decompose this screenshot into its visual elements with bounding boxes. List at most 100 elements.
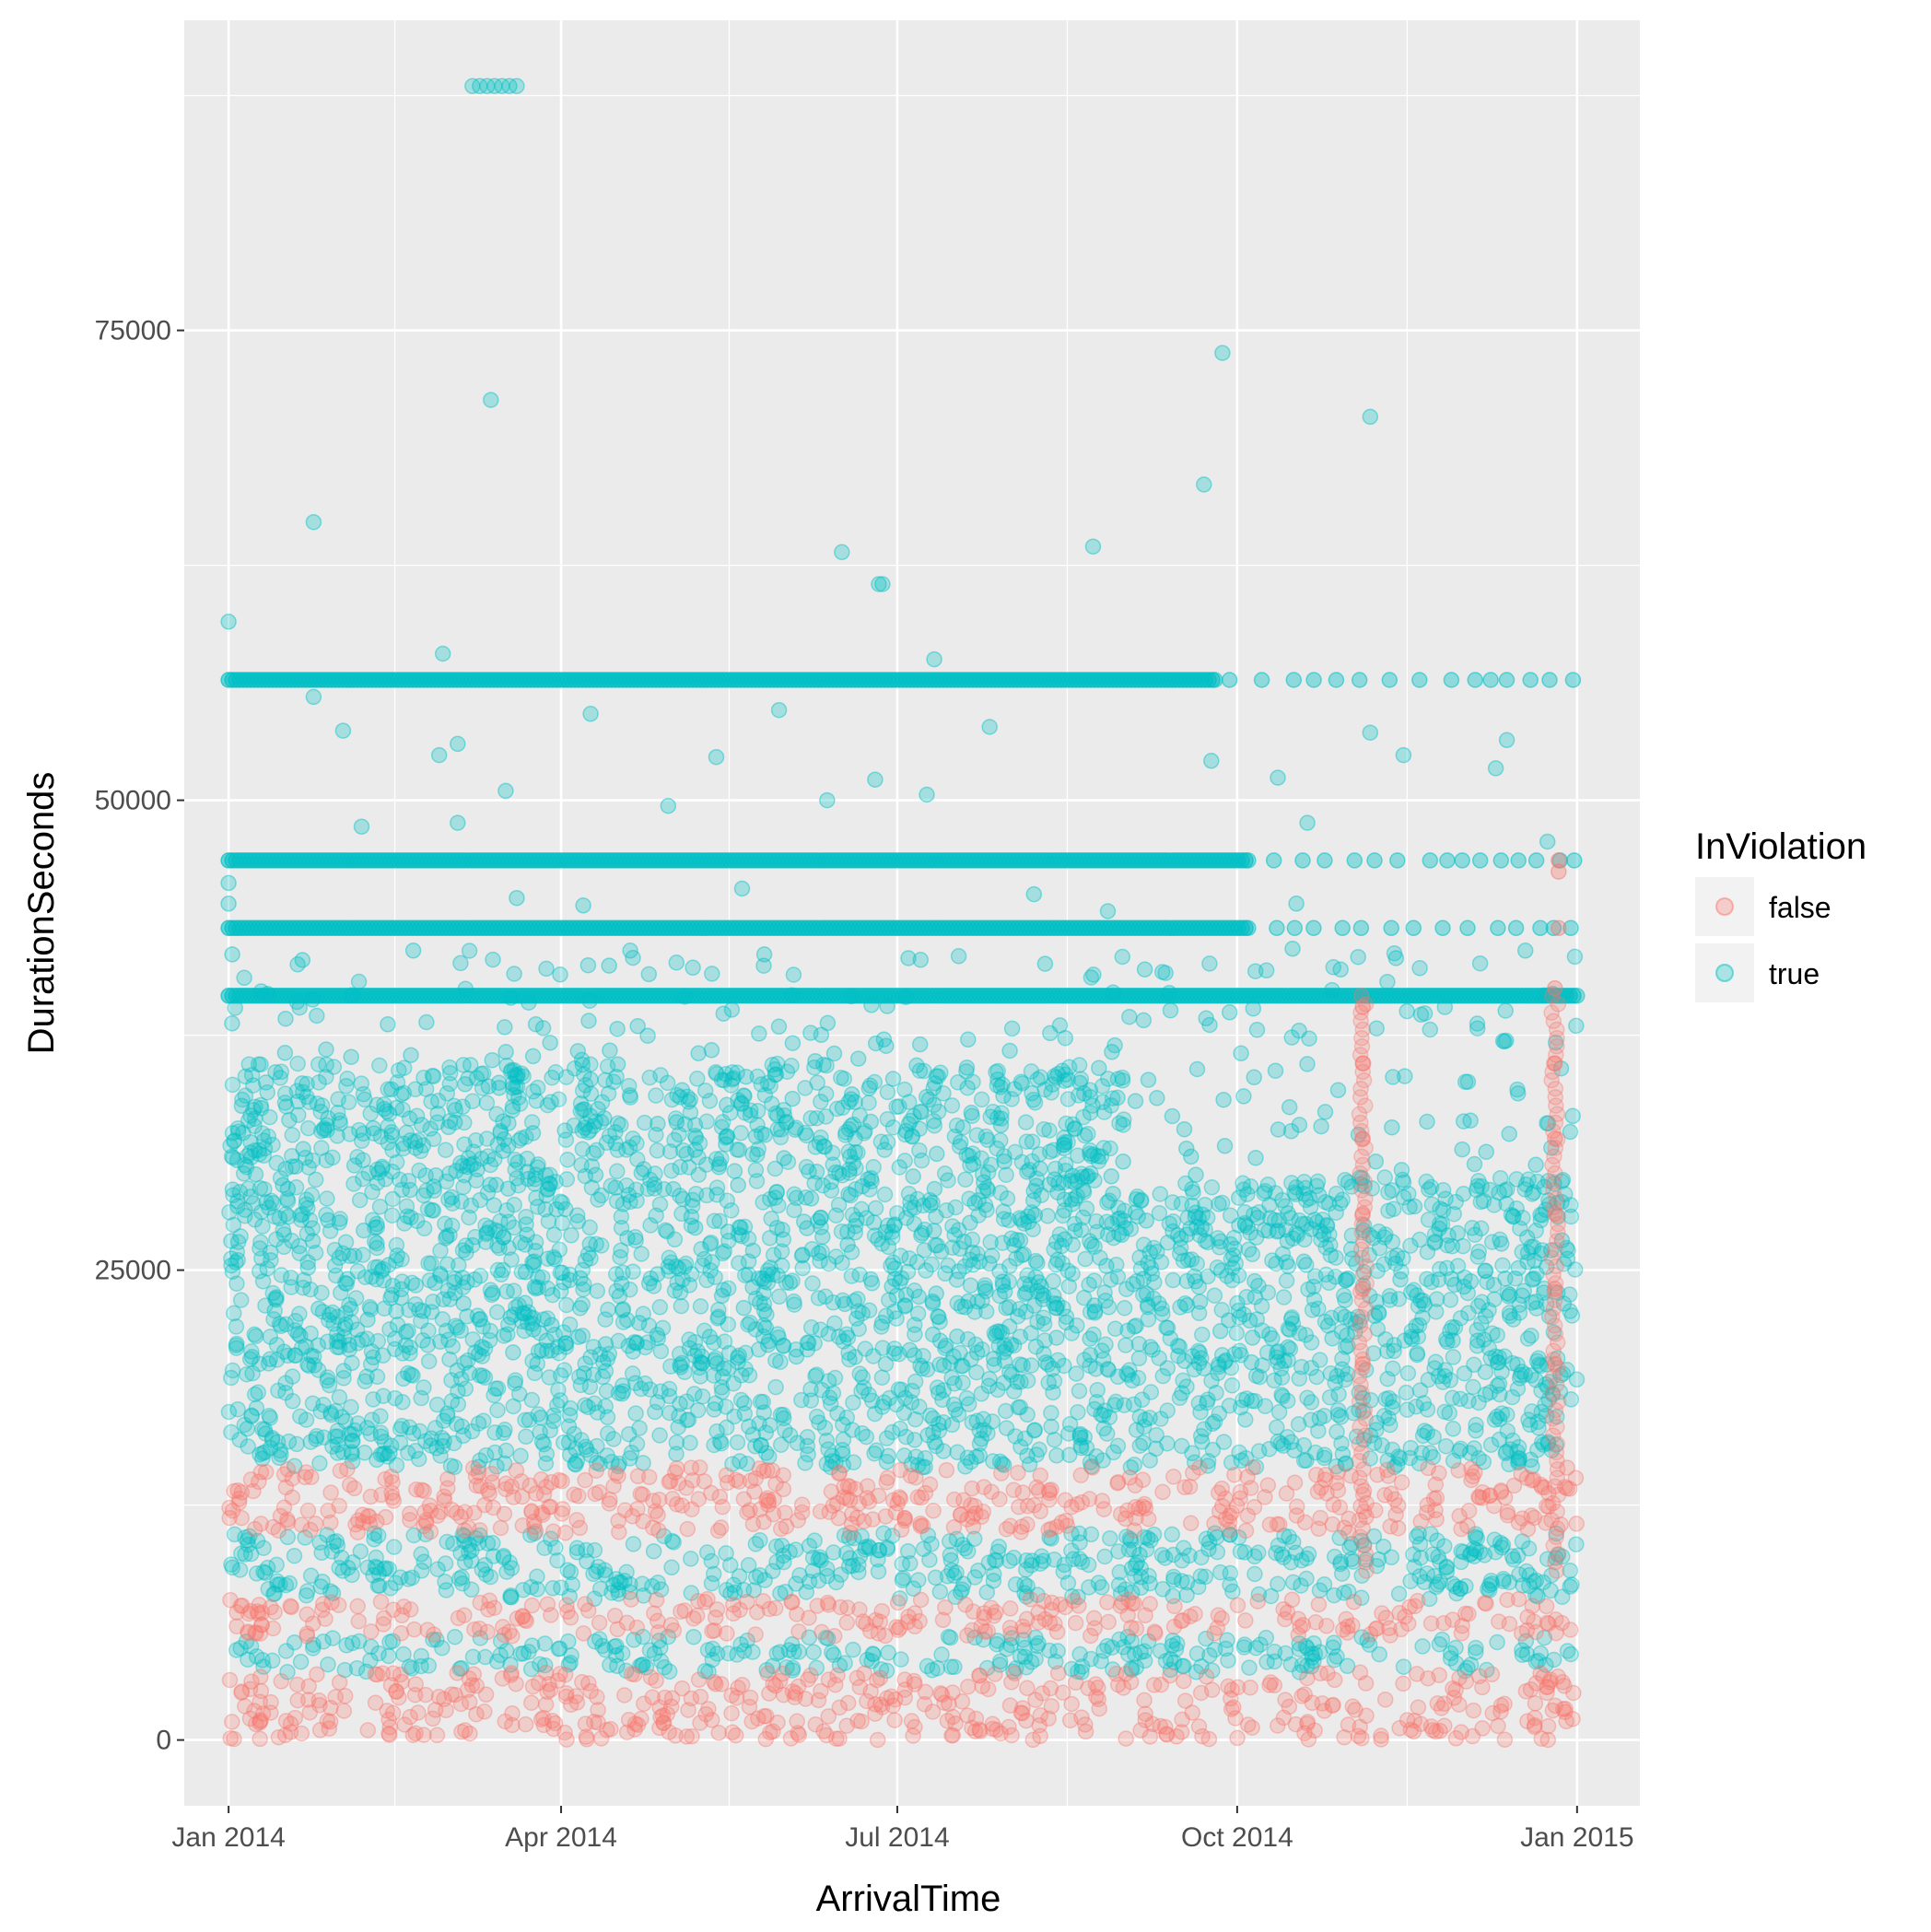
point-true xyxy=(497,1442,515,1459)
point-true xyxy=(1175,1372,1191,1389)
point-true xyxy=(1257,1398,1274,1415)
point-true xyxy=(853,1383,870,1399)
point-true xyxy=(323,1543,341,1560)
point-true xyxy=(609,1657,626,1675)
point-true xyxy=(784,1662,801,1679)
point-true xyxy=(472,1630,489,1646)
point-true xyxy=(529,1199,546,1215)
point-true xyxy=(735,1299,753,1317)
point-true xyxy=(755,1194,771,1211)
point-true xyxy=(813,1210,829,1226)
point-true xyxy=(1221,1397,1238,1414)
point-true xyxy=(1072,1437,1089,1454)
point-true xyxy=(239,1365,255,1383)
point-true xyxy=(224,1076,241,1094)
point-true xyxy=(1428,1578,1445,1596)
point-true xyxy=(1524,1271,1540,1288)
point-true xyxy=(393,1273,411,1290)
point-true xyxy=(708,1350,724,1366)
point-true xyxy=(1324,1329,1340,1347)
point-true xyxy=(1293,1551,1310,1569)
point-true xyxy=(1422,1526,1439,1542)
point-true xyxy=(708,1645,726,1662)
point-true xyxy=(804,1549,822,1566)
point-true xyxy=(488,1653,506,1670)
point-true xyxy=(1010,1399,1027,1416)
point-true xyxy=(1162,1661,1179,1679)
point-true xyxy=(1460,1305,1477,1322)
point-true xyxy=(1520,1411,1537,1428)
point-true xyxy=(1036,1121,1052,1138)
point-true xyxy=(571,1300,589,1317)
point-true xyxy=(437,1142,454,1158)
point-true xyxy=(1049,1643,1066,1659)
point-true xyxy=(680,1411,697,1428)
point-true xyxy=(1402,1573,1419,1590)
point-true xyxy=(819,1567,836,1585)
point-true xyxy=(597,1566,614,1583)
point-true xyxy=(1538,1657,1554,1673)
point-true xyxy=(899,1263,917,1281)
point-true xyxy=(1482,672,1499,688)
point-true xyxy=(1328,1648,1345,1665)
point-true xyxy=(893,1651,909,1668)
point-true xyxy=(1459,919,1476,937)
point-true xyxy=(966,1569,983,1586)
point-true xyxy=(1235,1639,1253,1656)
point-true xyxy=(801,1574,818,1590)
point-true xyxy=(1412,1549,1429,1566)
point-true xyxy=(1096,1284,1113,1301)
point-true xyxy=(646,1645,663,1662)
point-true xyxy=(609,1163,626,1180)
point-true xyxy=(711,1433,729,1450)
point-true xyxy=(1082,1142,1098,1159)
point-true xyxy=(696,1083,714,1099)
point-true xyxy=(372,1408,389,1424)
point-true xyxy=(1056,1556,1073,1574)
point-true xyxy=(915,1540,932,1558)
point-true xyxy=(1140,1311,1157,1328)
point-true xyxy=(850,1556,867,1574)
point-true xyxy=(939,1568,956,1585)
point-true xyxy=(781,1543,798,1561)
point-true xyxy=(1490,1354,1507,1371)
point-true xyxy=(1455,1186,1472,1202)
point-true xyxy=(1117,1581,1134,1598)
point-true xyxy=(925,1410,942,1427)
point-true xyxy=(1041,1642,1058,1659)
point-true xyxy=(500,1115,517,1131)
point-true xyxy=(1222,1207,1239,1224)
point-true xyxy=(440,1118,457,1136)
point-true xyxy=(837,1655,853,1671)
point-true xyxy=(1504,1354,1521,1372)
point-true xyxy=(810,1245,827,1262)
point-true xyxy=(283,1279,299,1295)
point-true xyxy=(1311,1410,1328,1427)
point-true xyxy=(1164,1587,1181,1605)
point-true xyxy=(706,1212,723,1229)
point-true xyxy=(418,1013,435,1031)
point-true xyxy=(721,1557,739,1574)
point-true xyxy=(701,1329,719,1345)
point-true xyxy=(645,1542,662,1560)
point-true xyxy=(1380,1389,1398,1407)
point-true xyxy=(415,1220,433,1237)
point-true xyxy=(415,1379,432,1396)
point-true xyxy=(1543,1566,1560,1584)
point-true xyxy=(1442,1292,1459,1308)
point-true xyxy=(1569,988,1586,1004)
point-true xyxy=(973,1091,990,1108)
point-true xyxy=(321,1312,337,1329)
point-true xyxy=(1406,1198,1423,1215)
point-true xyxy=(1024,1133,1041,1150)
point-true xyxy=(807,1052,824,1070)
point-true xyxy=(228,1318,245,1335)
point-true xyxy=(959,1543,977,1560)
point-true xyxy=(1250,1443,1268,1459)
point-true xyxy=(1381,672,1399,688)
point-true xyxy=(652,1653,670,1669)
point-true xyxy=(308,1431,324,1447)
point-true xyxy=(767,1538,785,1555)
point-true xyxy=(704,1640,721,1657)
point-true xyxy=(228,1335,245,1352)
